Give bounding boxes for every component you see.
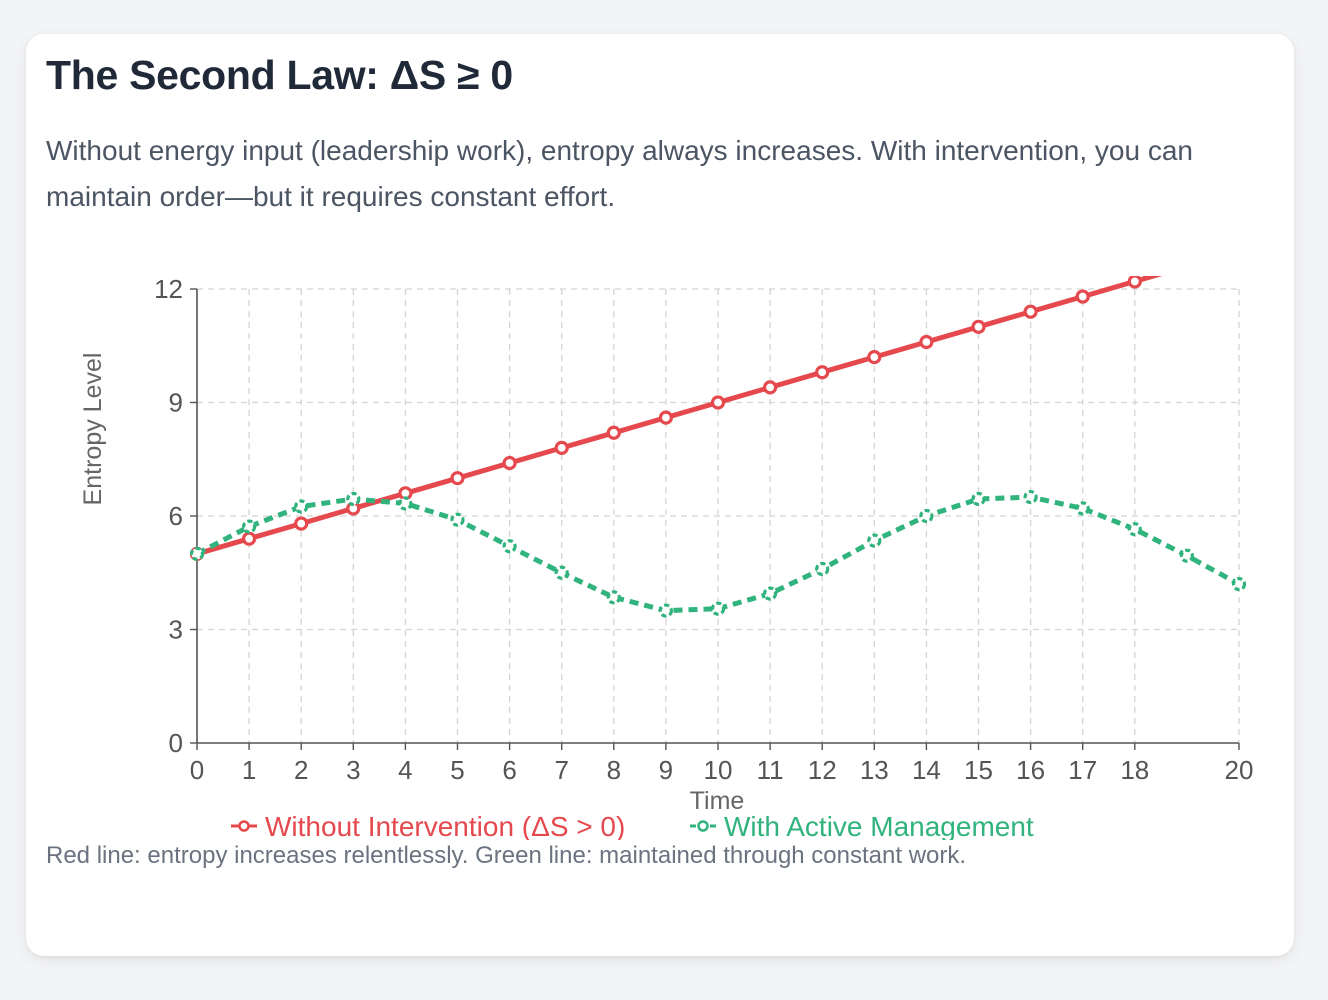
data-point-s0-13 xyxy=(867,350,882,365)
data-point-s0-18 xyxy=(1127,276,1142,289)
data-point-s1-5 xyxy=(450,512,465,527)
data-point-s0-16 xyxy=(1023,304,1038,319)
data-point-s0-19 xyxy=(1181,261,1192,272)
x-tick-label-10: 10 xyxy=(704,755,733,785)
data-point-s1-13 xyxy=(867,533,882,548)
entropy-chart: 0 1 2 3 4 5 6 7 8 9 10 11 12 13 14 15 16 17 18 20036912Time… xyxy=(79,246,1253,840)
data-point-s1-18 xyxy=(1127,522,1142,537)
x-tick-label-8: 8 xyxy=(607,755,621,785)
y-axis-label: Entropy Level xyxy=(79,353,107,506)
page-description: Without energy input (leadership work), … xyxy=(46,135,1193,212)
x-tick-label-3: 3 xyxy=(346,755,360,785)
y-tick-label-3: 3 xyxy=(169,615,183,645)
x-tick-label-16: 16 xyxy=(1016,755,1045,785)
x-tick-label-4: 4 xyxy=(398,755,412,785)
data-point-s1-8 xyxy=(606,590,621,605)
data-point-s0-2 xyxy=(294,516,309,531)
data-point-s1-2 xyxy=(294,499,309,514)
data-point-s1-4 xyxy=(398,496,413,511)
x-tick-label-6: 6 xyxy=(502,755,516,785)
data-point-s0-17 xyxy=(1075,289,1090,304)
x-tick-label-13: 13 xyxy=(860,755,889,785)
x-tick-label-5: 5 xyxy=(450,755,464,785)
x-tick-label-9: 9 xyxy=(659,755,673,785)
data-point-s1-10 xyxy=(710,601,726,616)
x-tick-label-18: 18 xyxy=(1120,755,1149,785)
x-tick-label-2: 2 xyxy=(294,755,308,785)
data-point-s1-17 xyxy=(1075,501,1090,516)
data-point-s0-9 xyxy=(658,410,674,425)
x-tick-label-0: 0 xyxy=(190,755,204,785)
data-point-s0-12 xyxy=(815,365,830,380)
series-line-1 xyxy=(195,494,1241,614)
data-point-s1-15 xyxy=(971,491,986,507)
data-point-s0-7 xyxy=(554,440,569,455)
data-point-s0-5 xyxy=(450,471,465,486)
axes: 0 1 2 3 4 5 6 7 8 9 10 11 12 13 14 15 16 17 18 20036912Time… xyxy=(79,274,1253,815)
data-point-s0-10 xyxy=(710,395,726,410)
data-point-s0-1 xyxy=(242,531,257,546)
data-point-s1-11 xyxy=(762,586,778,601)
data-point-s0-11 xyxy=(762,380,778,395)
y-tick-label-0: 0 xyxy=(169,728,183,758)
data-point-s1-12 xyxy=(815,561,830,577)
x-tick-label-17: 17 xyxy=(1068,755,1097,785)
data-point-s1-16 xyxy=(1023,489,1038,505)
x-tick-label-20: 20 xyxy=(1225,755,1254,785)
data-point-s0-6 xyxy=(502,455,517,471)
legend: Without Intervention (ΔS > 0) With Active… xyxy=(231,811,1034,840)
chart-card xyxy=(26,34,1294,956)
legend-swatch-marker-0 xyxy=(238,820,250,832)
data-point-s1-19 xyxy=(1179,548,1195,563)
x-tick-label-11: 11 xyxy=(757,755,784,785)
data-point-s1-1 xyxy=(242,519,257,534)
x-tick-label-7: 7 xyxy=(554,755,568,785)
data-point-s0-14 xyxy=(919,334,934,350)
data-point-s1-20 xyxy=(1231,576,1247,592)
x-axis-label: Time xyxy=(690,787,745,815)
data-point-s1-7 xyxy=(554,565,569,580)
data-point-s1-0 xyxy=(189,546,205,561)
plot-area xyxy=(189,246,1247,618)
data-point-s1-3 xyxy=(346,491,361,507)
chart-caption: Red line: entropy increases relentlessly… xyxy=(46,842,967,869)
data-point-s1-14 xyxy=(919,508,934,524)
y-tick-label-6: 6 xyxy=(169,501,183,531)
page-title: The Second Law: ΔS ≥ 0 xyxy=(46,52,513,98)
data-point-s1-6 xyxy=(502,539,517,554)
data-point-s0-20 xyxy=(1234,246,1245,257)
legend-label-0: Without Intervention (ΔS > 0) xyxy=(265,811,625,840)
y-tick-label-9: 9 xyxy=(169,388,183,418)
data-point-s0-8 xyxy=(606,425,621,440)
data-point-s0-15 xyxy=(971,319,986,334)
y-tick-label-12: 12 xyxy=(154,274,183,304)
data-point-s1-9 xyxy=(658,603,674,618)
legend-label-1: With Active Management xyxy=(724,811,1034,840)
x-tick-label-15: 15 xyxy=(964,755,993,785)
legend-swatch-marker-1 xyxy=(697,820,709,832)
x-tick-label-12: 12 xyxy=(808,755,837,785)
x-tick-label-1: 1 xyxy=(242,755,256,785)
x-tick-label-14: 14 xyxy=(912,755,941,785)
grid xyxy=(197,288,1240,743)
